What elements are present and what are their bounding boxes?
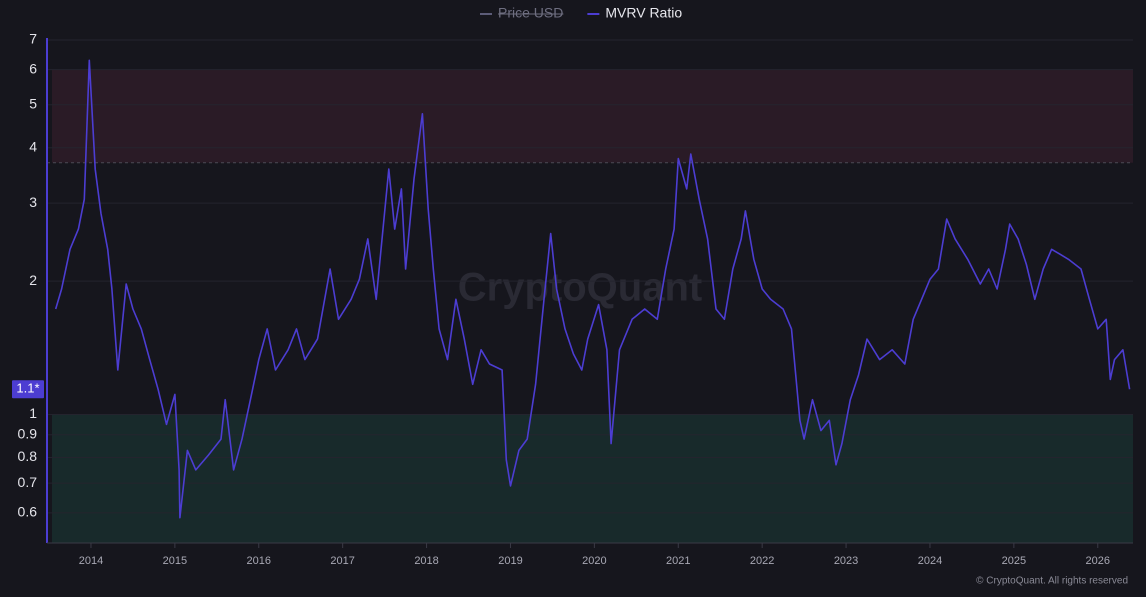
x-tick-label: 2018	[414, 555, 438, 567]
y-tick-label: 0.7	[18, 474, 38, 490]
legend-label: Price USD	[498, 5, 563, 21]
y-tick-label: 5	[29, 95, 37, 111]
footer: © CryptoQuant. All rights reserved	[976, 576, 1128, 587]
y-tick-label: 3	[29, 194, 37, 210]
zone	[52, 69, 1133, 163]
y-tick-label: 4	[29, 138, 37, 154]
legend-item[interactable]: Price USD	[480, 5, 564, 21]
last-value-label: 1.1*	[16, 381, 39, 396]
watermark: CryptoQuant	[458, 266, 702, 310]
x-tick-label: 2023	[834, 555, 858, 567]
x-tick-label: 2022	[750, 555, 774, 567]
y-tick-label: 7	[29, 31, 37, 47]
y-tick-label: 6	[29, 60, 37, 76]
y-tick-label: 0.8	[18, 448, 38, 464]
x-tick-label: 2020	[582, 555, 606, 567]
x-tick-label: 2021	[666, 555, 690, 567]
x-tick-label: 2024	[918, 555, 942, 567]
legend-label: MVRV Ratio	[605, 5, 682, 21]
legend-item[interactable]: MVRV Ratio	[587, 5, 682, 21]
x-tick-label: 2017	[330, 555, 354, 567]
series-line	[54, 59, 1131, 519]
x-tick-label: 2019	[498, 555, 522, 567]
zone	[52, 414, 1133, 543]
x-tick-label: 2014	[79, 555, 103, 567]
y-tick-label: 0.9	[18, 426, 38, 442]
x-tick-label: 2015	[163, 555, 187, 567]
y-tick-label: 1	[29, 405, 37, 421]
x-tick-label: 2025	[1002, 555, 1026, 567]
x-tick-label: 2016	[247, 555, 271, 567]
y-tick-label: 2	[29, 272, 37, 288]
x-tick-label: 2026	[1086, 555, 1110, 567]
y-tick-label: 0.6	[18, 504, 38, 520]
last-value-badge	[12, 380, 44, 399]
